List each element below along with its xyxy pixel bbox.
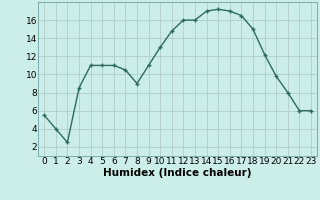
X-axis label: Humidex (Indice chaleur): Humidex (Indice chaleur) (103, 168, 252, 178)
